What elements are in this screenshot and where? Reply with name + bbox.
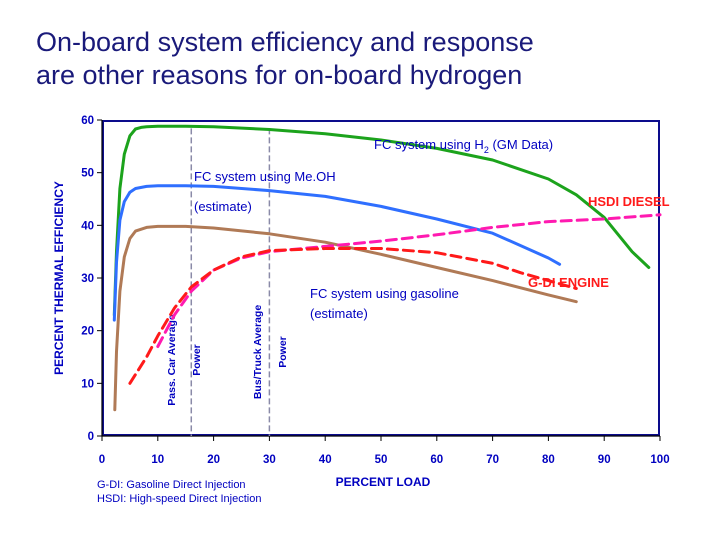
y-tick-label: 10 [81, 378, 94, 390]
x-axis-label: PERCENT LOAD [336, 475, 431, 489]
slide-title-line-2: are other reasons for on-board hydrogen [36, 60, 523, 90]
y-axis-label: PERCENT THERMAL EFFICIENCY [52, 181, 66, 375]
footnote-hsdi: HSDI: High-speed Direct Injection [97, 493, 262, 505]
x-tick-label: 30 [263, 454, 276, 466]
series-label-fc_h2: FC system using H2 (GM Data) [374, 137, 553, 155]
x-tick-label: 100 [650, 454, 669, 466]
series-label-fc_meoh: FC system using Me.OH [194, 169, 336, 184]
x-tick-label: 20 [207, 454, 220, 466]
series-label-hsdi_diesel: HSDI DIESEL [588, 194, 670, 209]
series-label-fc_gasoline-estimate: (estimate) [310, 306, 368, 321]
x-tick-label: 90 [598, 454, 611, 466]
reference-line-label: Bus/Truck Average [252, 305, 264, 400]
x-tick-label: 10 [151, 454, 164, 466]
reference-line-label: Power [191, 344, 203, 376]
series-line-fc_gasoline [113, 224, 578, 412]
plot-area [104, 122, 658, 434]
series-line-fc_h2 [112, 124, 651, 317]
footnote: G-DI: Gasoline Direct Injection HSDI: Hi… [97, 478, 261, 506]
x-tick-label: 0 [99, 454, 105, 466]
series-line-hsdi_diesel [156, 213, 662, 348]
series-label-fc_meoh-estimate: (estimate) [194, 199, 252, 214]
y-tick-label: 40 [81, 220, 94, 232]
slide-title: On-board system efficiency and response … [36, 26, 696, 92]
x-tick-label: 40 [319, 454, 332, 466]
series-label-gdi_engine: G-DI ENGINE [528, 275, 609, 290]
y-tick-label: 30 [81, 273, 94, 285]
reference-line-label: Pass. Car Average [166, 314, 178, 406]
series-line-gdi_engine [128, 247, 578, 385]
x-tick-label: 50 [375, 454, 388, 466]
x-tick-label: 80 [542, 454, 555, 466]
footnote-gdi: G-DI: Gasoline Direct Injection [97, 479, 246, 491]
y-tick-label: 0 [88, 431, 94, 443]
x-tick-label: 60 [430, 454, 443, 466]
series-line-fc_meoh [112, 184, 562, 322]
y-tick-label: 50 [81, 168, 94, 180]
x-tick-label: 70 [486, 454, 499, 466]
series-label-fc_gasoline: FC system using gasoline [310, 286, 459, 301]
reference-line-label: Power [277, 336, 289, 368]
slide-title-line-1: On-board system efficiency and response [36, 27, 534, 57]
y-tick-label: 20 [81, 326, 94, 338]
y-tick-label: 60 [81, 115, 94, 127]
